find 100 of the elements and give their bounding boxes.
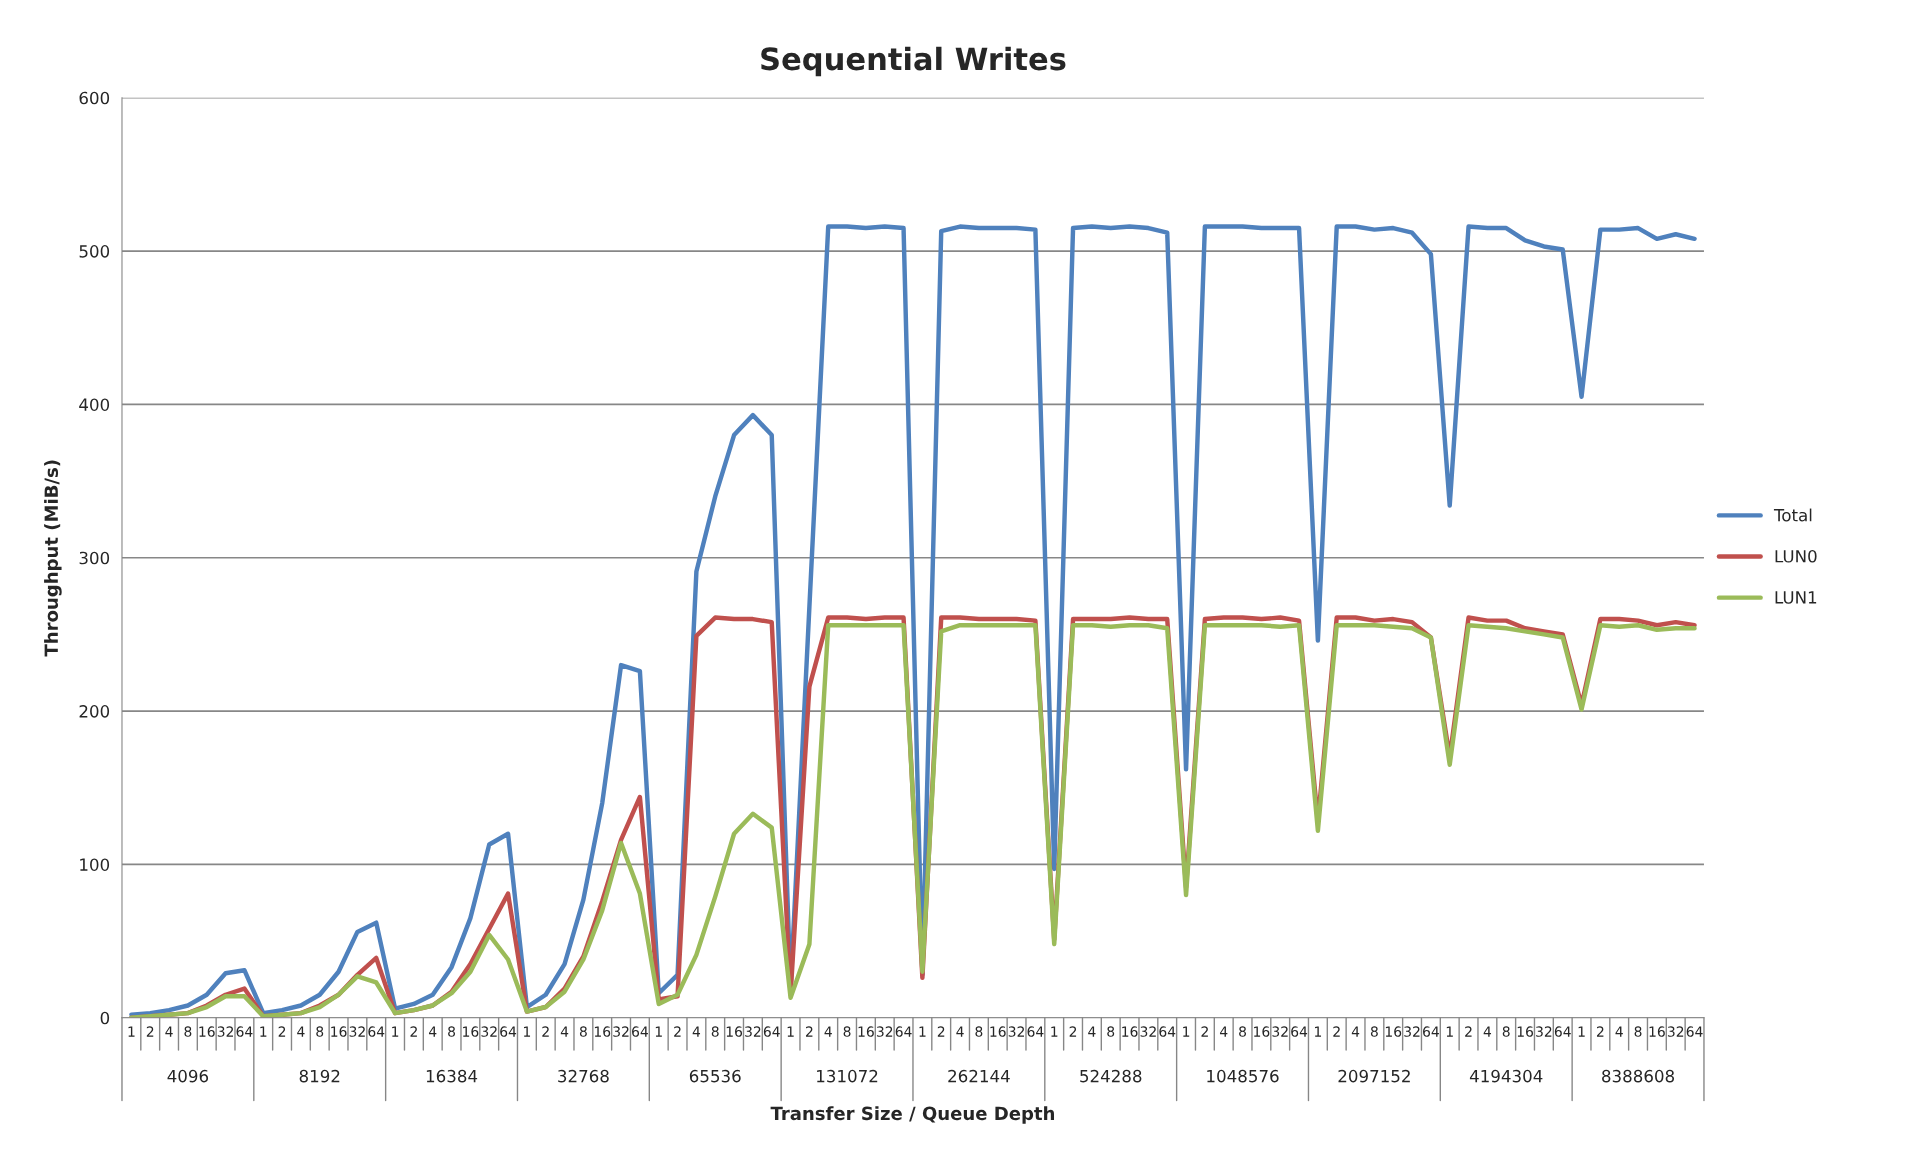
text: 131072 [817, 1069, 878, 1083]
x-tick-label: 1 [1578, 1026, 1585, 1037]
x-tick-label: 16 [726, 1026, 743, 1037]
text: 4194304 [1469, 1069, 1543, 1083]
x-tick-label: 8 [1502, 1026, 1510, 1037]
x-tick-label: 4 [1088, 1026, 1096, 1037]
text: 524288 [1080, 1069, 1142, 1083]
y-tick-label: 300 [79, 551, 110, 565]
y-tick-label: 600 [79, 91, 110, 105]
x-tick-label: 16 [199, 1026, 215, 1037]
x-tick-label: 1 [524, 1026, 531, 1037]
x-tick-label: 16 [1649, 1026, 1665, 1037]
x-tick-label: 16 [463, 1026, 479, 1037]
x-tick-label: 1 [919, 1026, 926, 1037]
x-tick-label: 64 [1291, 1026, 1308, 1037]
text: 32768 [558, 1069, 609, 1083]
x-axis-title: Transfer Size / Queue Depth [770, 1106, 1055, 1124]
x-tick-label: 32 [1667, 1026, 1684, 1037]
x-tick-label: 4 [1219, 1026, 1228, 1037]
x-tick-label: 8 [711, 1026, 719, 1037]
x-tick-label: 64 [368, 1026, 385, 1037]
x-tick-label: 4 [1351, 1026, 1360, 1037]
x-tick-label: 2 [1465, 1026, 1472, 1037]
x-tick-label: 8 [579, 1026, 587, 1037]
x-tick-label: 64 [1686, 1026, 1703, 1037]
x-tick-label: 32 [1272, 1026, 1288, 1037]
x-tick-label: 2 [1201, 1026, 1208, 1037]
x-tick-label: 1 [787, 1026, 794, 1037]
x-tick-label: 4 [692, 1026, 701, 1037]
x-tick-label: 2 [542, 1026, 549, 1037]
text: 16384 [426, 1069, 478, 1083]
x-tick-label: 8 [1239, 1026, 1247, 1037]
x-tick-label: 16 [331, 1026, 347, 1037]
text: 262144 [948, 1069, 1010, 1083]
x-tick-label: 1 [260, 1026, 267, 1037]
x-tick-label: 2 [410, 1026, 417, 1037]
legend-label: LUN0 [1775, 549, 1817, 563]
x-tick-label: 64 [236, 1026, 253, 1037]
x-tick-label: 64 [1159, 1026, 1176, 1037]
y-axis-title: Throughput (MiB/s) [44, 460, 62, 657]
x-tick-label: 16 [1254, 1026, 1270, 1037]
x-tick-label: 4 [165, 1026, 173, 1037]
x-tick-label: 32 [217, 1026, 234, 1037]
x-tick-label: 64 [763, 1026, 780, 1037]
x-tick-label: 4 [297, 1026, 305, 1037]
x-tick-label: 4 [428, 1026, 437, 1037]
x-tick-label: 2 [1596, 1026, 1604, 1037]
x-tick-label: 8 [448, 1026, 456, 1037]
x-tick-label: 16 [858, 1026, 874, 1037]
x-tick-label: 64 [500, 1026, 517, 1037]
x-tick-label: 4 [824, 1026, 832, 1037]
x-tick-label: 32 [1536, 1026, 1552, 1037]
x-tick-label: 8 [1634, 1026, 1642, 1037]
x-tick-label: 32 [745, 1026, 761, 1037]
x-tick-label: 1 [655, 1026, 662, 1037]
x-tick-label: 4 [560, 1026, 569, 1037]
x-tick-label: 2 [805, 1026, 813, 1037]
x-tick-label: 16 [1517, 1026, 1534, 1037]
x-tick-label: 2 [674, 1026, 681, 1037]
x-tick-label: 64 [895, 1026, 912, 1037]
text: 2097152 [1338, 1069, 1410, 1083]
y-tick-label: 100 [80, 858, 110, 871]
text: 4096 [167, 1069, 209, 1083]
text: 1048576 [1207, 1069, 1279, 1083]
x-tick-label: 64 [1554, 1026, 1571, 1037]
x-tick-label: 32 [481, 1026, 497, 1037]
x-tick-label: 2 [278, 1026, 286, 1037]
x-tick-label: 8 [316, 1026, 324, 1037]
y-tick-label: 0 [100, 1011, 110, 1025]
x-tick-label: 32 [876, 1026, 893, 1037]
x-tick-label: 4 [1615, 1026, 1623, 1037]
x-tick-label: 4 [1483, 1026, 1492, 1037]
x-tick-label: 64 [1027, 1026, 1044, 1037]
x-tick-label: 1 [1183, 1026, 1190, 1037]
x-tick-label: 32 [613, 1026, 629, 1037]
text: 65536 [689, 1069, 741, 1083]
x-tick-label: 16 [594, 1026, 611, 1037]
legend-label: LUN1 [1775, 591, 1817, 604]
x-tick-label: 64 [632, 1026, 648, 1037]
x-tick-label: 8 [975, 1026, 983, 1037]
x-tick-label: 16 [1122, 1026, 1138, 1037]
x-tick-label: 1 [1051, 1026, 1058, 1037]
x-tick-label: 16 [990, 1026, 1006, 1037]
x-tick-label: 64 [1423, 1026, 1439, 1037]
text: 8192 [299, 1069, 340, 1083]
x-tick-label: 1 [392, 1026, 399, 1037]
x-tick-label: 2 [937, 1026, 945, 1037]
x-tick-label: 2 [1333, 1026, 1340, 1037]
x-tick-label: 32 [1140, 1026, 1156, 1037]
x-tick-label: 8 [1370, 1026, 1378, 1037]
line-series [129, 224, 1697, 1017]
x-tick-label: 32 [1404, 1026, 1420, 1037]
x-tick-label: 2 [146, 1026, 154, 1037]
x-tick-label: 4 [956, 1026, 964, 1037]
y-tick-label: 200 [79, 705, 110, 718]
x-tick-label: 1 [1314, 1026, 1322, 1037]
x-tick-label: 8 [184, 1026, 192, 1037]
y-tick-label: 500 [79, 245, 110, 258]
chart-title: Sequential Writes [761, 46, 1066, 77]
x-tick-label: 16 [1385, 1026, 1402, 1037]
